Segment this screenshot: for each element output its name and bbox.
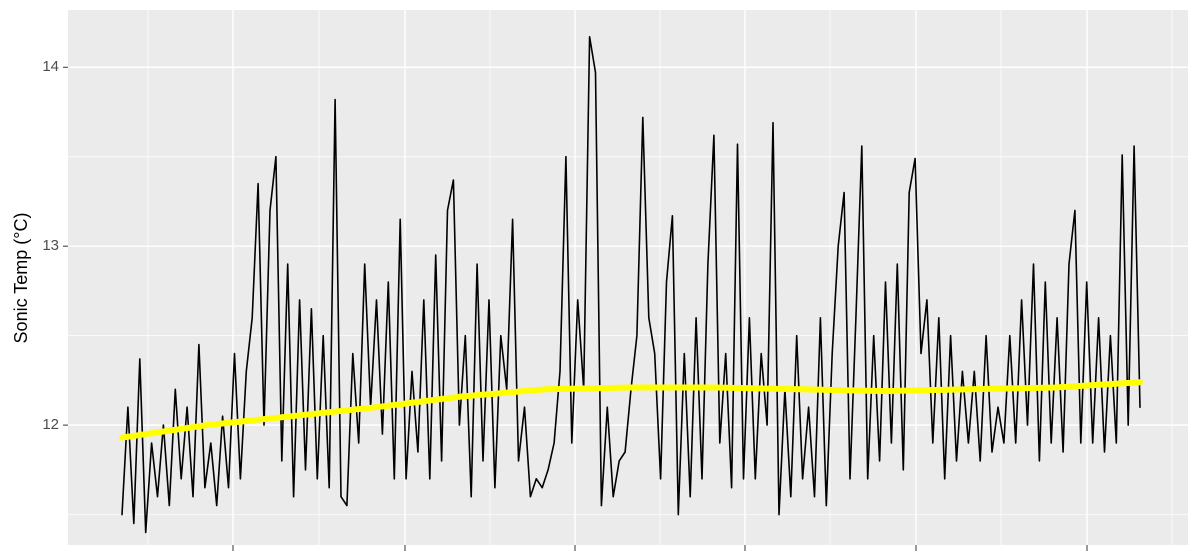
y-axis-title: Sonic Temp (°C) bbox=[11, 213, 31, 344]
x-grid bbox=[147, 10, 1173, 545]
y-tick-label: 13 bbox=[42, 237, 59, 254]
panel bbox=[68, 10, 1188, 545]
x-ticks bbox=[232, 545, 1088, 551]
y-tick-label: 12 bbox=[42, 416, 59, 433]
smooth-line bbox=[119, 379, 1143, 441]
y-tick-label: 14 bbox=[42, 58, 59, 75]
